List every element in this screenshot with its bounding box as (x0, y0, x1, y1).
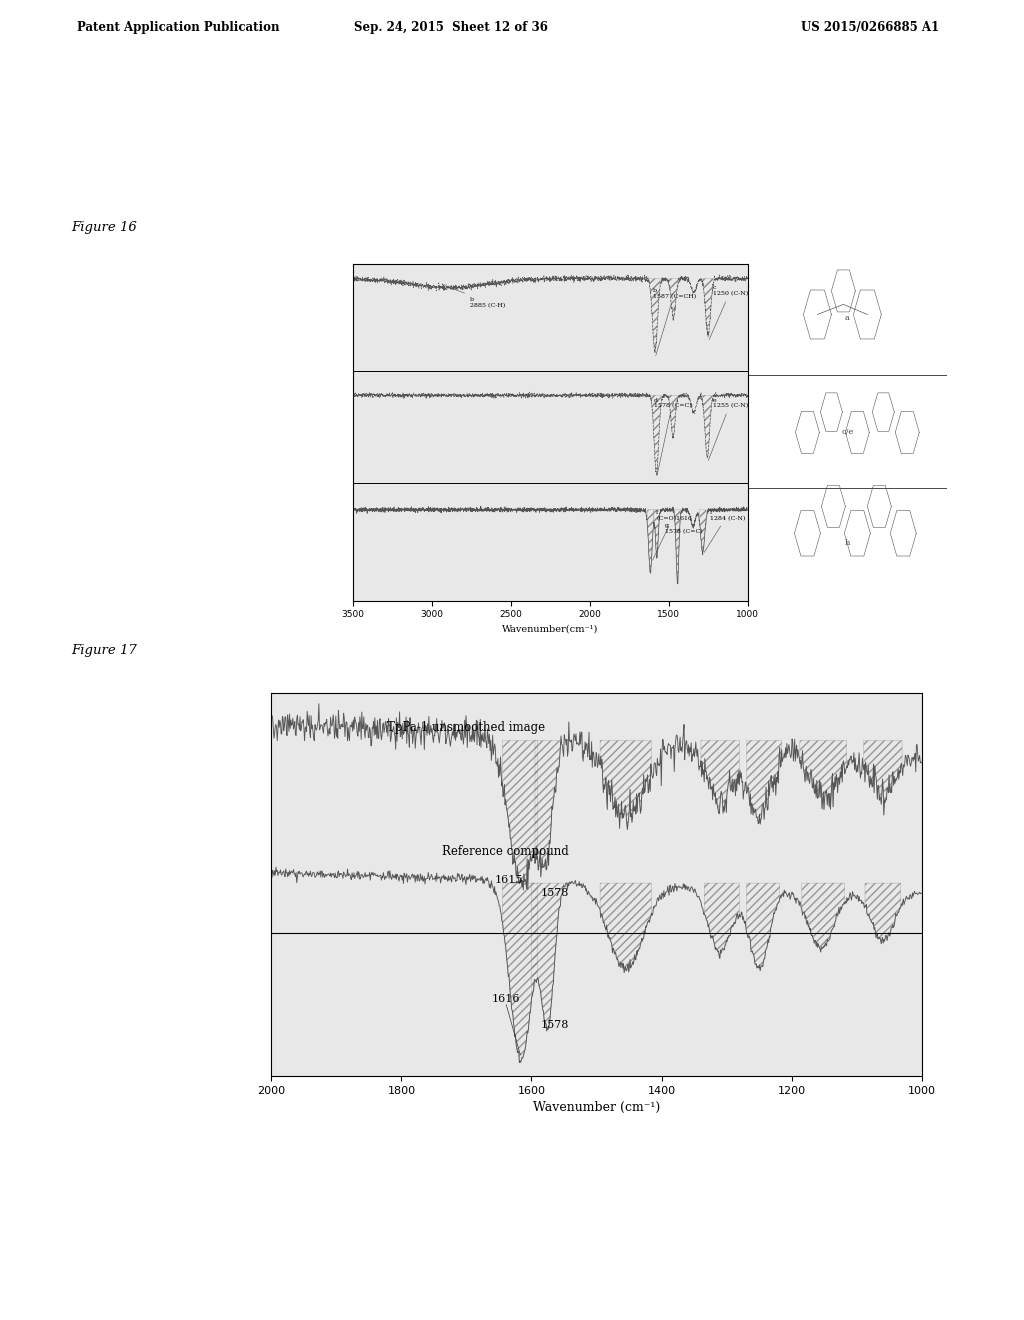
Text: Reference compound: Reference compound (442, 845, 568, 858)
Text: f
(C=O)1616: f (C=O)1616 (652, 510, 692, 560)
X-axis label: Wavenumber (cm⁻¹): Wavenumber (cm⁻¹) (532, 1101, 660, 1114)
Text: b
2885 (C-H): b 2885 (C-H) (453, 289, 505, 308)
Text: 1615: 1615 (495, 875, 523, 886)
Text: Patent Application Publication: Patent Application Publication (77, 21, 280, 34)
Text: d
1578 (C=C): d 1578 (C=C) (653, 397, 691, 475)
Text: Sep. 24, 2015  Sheet 12 of 36: Sep. 24, 2015 Sheet 12 of 36 (353, 21, 548, 34)
Text: Figure 17: Figure 17 (72, 644, 137, 656)
Text: a: a (845, 314, 850, 322)
Text: 1616: 1616 (492, 994, 520, 1005)
Text: US 2015/0266885 A1: US 2015/0266885 A1 (802, 21, 939, 34)
Text: Figure 16: Figure 16 (72, 222, 137, 234)
Text: TpPa-1 unsmoothed image: TpPa-1 unsmoothed image (387, 721, 546, 734)
Text: g
1578 (C=C): g 1578 (C=C) (665, 523, 702, 535)
Text: 1578: 1578 (541, 888, 569, 899)
Text: b
1587 (C=CH): b 1587 (C=CH) (653, 288, 696, 355)
X-axis label: Wavenumber(cm⁻¹): Wavenumber(cm⁻¹) (502, 624, 599, 634)
Text: 1578: 1578 (541, 1020, 569, 1031)
Text: e
1255 (C-N): e 1255 (C-N) (709, 397, 749, 461)
Text: c
1250 (C-N): c 1250 (C-N) (710, 285, 749, 339)
Text: h: h (845, 540, 850, 548)
Text: i
1284 (C-N): i 1284 (C-N) (705, 510, 745, 552)
Text: c/e: c/e (841, 428, 854, 437)
